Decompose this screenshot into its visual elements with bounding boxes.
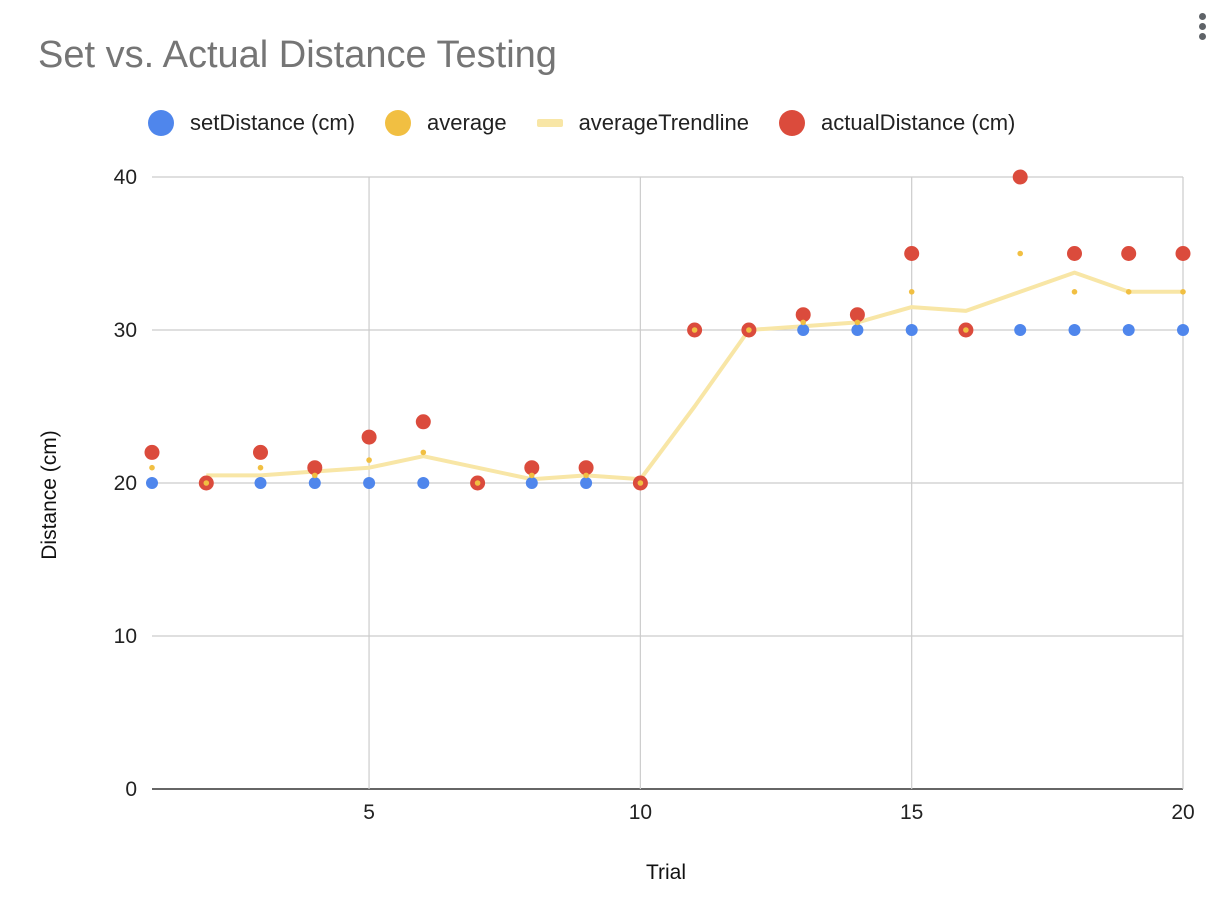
legend: setDistance (cm) average averageTrendlin… <box>148 106 1045 140</box>
setdistance-point <box>254 477 267 489</box>
average-point <box>312 472 318 479</box>
more-options-icon[interactable] <box>1190 10 1214 44</box>
average-point <box>691 327 698 333</box>
averagetrendline-line <box>206 270 1183 482</box>
x-tick-label: 15 <box>900 801 923 824</box>
setdistance-point <box>363 477 376 489</box>
actualdistance-point <box>1012 169 1028 185</box>
average-point <box>529 472 535 479</box>
setdistance-point <box>1122 324 1135 336</box>
actualdistance-point <box>307 460 323 476</box>
legend-item-setdistance[interactable]: setDistance (cm) <box>148 110 355 136</box>
actualdistance-point <box>361 429 377 445</box>
average-point <box>1125 289 1132 295</box>
setdistance-point <box>1068 324 1081 336</box>
legend-label-average: average <box>427 110 507 135</box>
legend-item-averagetrendline[interactable]: averageTrendline <box>536 110 749 136</box>
actualdistance-point <box>849 307 865 323</box>
average-point <box>474 480 481 486</box>
y-axis-title: Distance (cm) <box>38 430 61 560</box>
legend-marker-setdistance <box>148 110 174 136</box>
legend-item-actualdistance[interactable]: actualDistance (cm) <box>778 110 1016 136</box>
legend-item-average[interactable]: average <box>385 110 507 136</box>
legend-label-setdistance: setDistance (cm) <box>190 110 356 135</box>
actualdistance-point <box>253 444 268 460</box>
actualdistance-point <box>524 460 540 476</box>
x-tick-label: 10 <box>629 801 652 824</box>
legend-label-averagetrendline: averageTrendline <box>578 110 749 135</box>
average-point <box>1180 289 1186 295</box>
legend-marker-average <box>385 110 412 136</box>
chart-title: Set vs. Actual Distance Testing <box>38 34 557 76</box>
y-tick-label: 0 <box>125 778 137 801</box>
y-tick-label: 30 <box>114 319 137 342</box>
average-point <box>583 472 589 479</box>
average-point <box>746 327 752 333</box>
setdistance-point <box>851 324 864 336</box>
average-point <box>1017 250 1023 257</box>
x-tick-label: 5 <box>363 801 375 824</box>
setdistance-point <box>797 324 810 336</box>
setdistance-point <box>1014 324 1027 336</box>
setdistance-point <box>525 477 538 489</box>
setdistance-point <box>905 324 918 336</box>
legend-marker-actualdistance <box>778 110 805 136</box>
actualdistance-point <box>144 444 160 460</box>
actualdistance-point <box>795 307 811 323</box>
actualdistance-point <box>1067 246 1082 261</box>
gridlines <box>152 176 1184 790</box>
x-axis-title: Trial <box>646 861 686 884</box>
legend-marker-averagetrendline <box>536 119 563 127</box>
average-point <box>637 480 644 486</box>
y-tick-label: 10 <box>114 625 137 648</box>
average-point <box>908 289 915 295</box>
setdistance-point <box>1177 324 1189 336</box>
average-point <box>203 480 210 486</box>
series-marks <box>144 169 1191 491</box>
average-point <box>963 327 969 333</box>
average-point <box>800 319 806 326</box>
average-point <box>420 449 427 456</box>
y-tick-label: 40 <box>114 166 137 189</box>
actualdistance-point <box>578 460 594 476</box>
setdistance-point <box>146 477 158 489</box>
average-point <box>257 464 264 471</box>
actualdistance-point <box>1121 246 1137 261</box>
setdistance-point <box>308 477 321 489</box>
average-point <box>854 319 861 326</box>
actualdistance-point <box>904 246 920 261</box>
y-tick-label: 20 <box>114 472 137 495</box>
actualdistance-point <box>1175 246 1191 261</box>
x-tick-label: 20 <box>1171 801 1194 824</box>
average-point <box>366 457 372 463</box>
average-point <box>1071 289 1078 295</box>
setdistance-point <box>417 477 430 489</box>
tick-labels: 0 10 20 30 40 5 10 15 20 <box>114 166 1195 824</box>
actualdistance-point <box>415 414 431 430</box>
average-point <box>149 464 155 471</box>
legend-label-actualdistance: actualDistance (cm) <box>820 110 1016 135</box>
setdistance-point <box>580 477 593 489</box>
